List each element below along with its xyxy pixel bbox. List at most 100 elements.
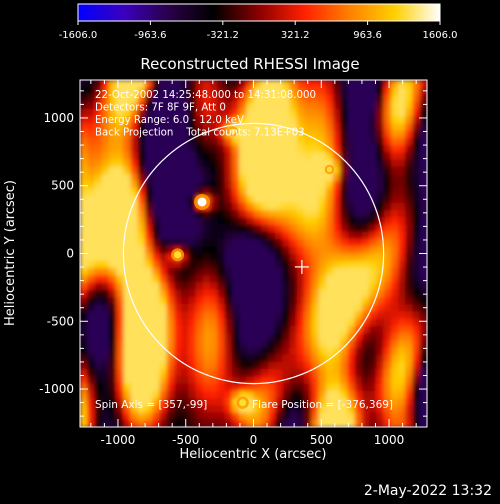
image-pixel [275, 195, 284, 204]
image-pixel [369, 296, 377, 305]
image-pixel [137, 383, 146, 392]
image-pixel [152, 318, 161, 327]
image-pixel [246, 253, 255, 262]
image-pixel [166, 347, 175, 356]
image-pixel [210, 275, 218, 284]
image-pixel [166, 181, 175, 190]
image-pixel [224, 116, 233, 124]
image-pixel [108, 311, 117, 320]
image-pixel [239, 347, 247, 356]
image-pixel [188, 267, 197, 276]
image-pixel [304, 318, 312, 327]
image-pixel [369, 419, 377, 427]
image-pixel [340, 289, 349, 298]
image-pixel [398, 311, 406, 320]
image-pixel [354, 145, 363, 153]
image-pixel [231, 159, 240, 168]
image-pixel [282, 412, 291, 421]
image-pixel [159, 361, 168, 370]
image-pixel [405, 137, 414, 146]
image-pixel [253, 325, 262, 334]
image-pixel [239, 361, 247, 370]
image-pixel [217, 304, 226, 312]
image-pixel [289, 246, 298, 255]
image-pixel [239, 181, 247, 190]
image-pixel [390, 354, 399, 363]
image-pixel [130, 376, 139, 385]
image-pixel [101, 354, 110, 363]
image-pixel [145, 419, 153, 427]
image-pixel [137, 318, 146, 327]
image-pixel [275, 376, 284, 385]
image-pixel [166, 260, 175, 269]
image-pixel [275, 390, 284, 399]
image-pixel [289, 369, 298, 377]
image-pixel [87, 289, 96, 298]
colorbar-tick-label: -963.6 [134, 30, 166, 41]
image-pixel [347, 282, 356, 291]
image-pixel [361, 253, 370, 262]
image-pixel [152, 159, 161, 168]
image-pixel [275, 239, 284, 247]
image-pixel [224, 369, 233, 377]
image-pixel [267, 166, 276, 175]
image-pixel [361, 94, 370, 103]
image-pixel [101, 173, 110, 182]
image-pixel [325, 224, 334, 233]
image-pixel [347, 231, 356, 240]
image-pixel [361, 390, 370, 399]
image-pixel [340, 398, 349, 406]
image-pixel [260, 159, 269, 168]
image-pixel [275, 202, 284, 211]
image-pixel [195, 224, 204, 233]
image-pixel [318, 101, 327, 110]
image-pixel [296, 152, 305, 161]
image-pixel [123, 318, 132, 327]
image-pixel [145, 224, 153, 233]
image-pixel [166, 130, 175, 139]
image-pixel [224, 340, 233, 349]
image-pixel [325, 246, 334, 255]
image-pixel [383, 405, 392, 414]
image-pixel [412, 108, 421, 117]
image-pixel [383, 145, 392, 153]
image-pixel [383, 260, 392, 269]
image-pixel [159, 87, 168, 96]
image-pixel [224, 188, 233, 197]
image-pixel [130, 87, 139, 96]
image-pixel [224, 354, 233, 363]
image-pixel [137, 94, 146, 103]
image-pixel [318, 173, 327, 182]
image-pixel [419, 318, 427, 327]
image-pixel [202, 412, 211, 421]
image-pixel [217, 361, 226, 370]
image-pixel [145, 202, 153, 211]
image-pixel [188, 347, 197, 356]
image-pixel [137, 123, 146, 132]
image-pixel [217, 80, 226, 88]
image-pixel [347, 289, 356, 298]
image-pixel [296, 210, 305, 218]
image-pixel [347, 390, 356, 399]
image-pixel [390, 188, 399, 197]
image-pixel [296, 159, 305, 168]
image-pixel [369, 101, 377, 110]
image-pixel [231, 390, 240, 399]
image-pixel [412, 101, 421, 110]
image-pixel [282, 231, 291, 240]
image-pixel [173, 325, 182, 334]
image-pixel [87, 202, 96, 211]
image-pixel [181, 390, 190, 399]
image-pixel [282, 217, 291, 226]
image-pixel [347, 202, 356, 211]
image-pixel [260, 318, 269, 327]
image-pixel [340, 181, 349, 190]
image-pixel [296, 181, 305, 190]
image-pixel [354, 390, 363, 399]
image-pixel [231, 195, 240, 204]
image-pixel [231, 304, 240, 312]
image-pixel [210, 195, 218, 204]
image-pixel [116, 347, 124, 356]
image-pixel [390, 325, 399, 334]
image-pixel [376, 246, 385, 255]
